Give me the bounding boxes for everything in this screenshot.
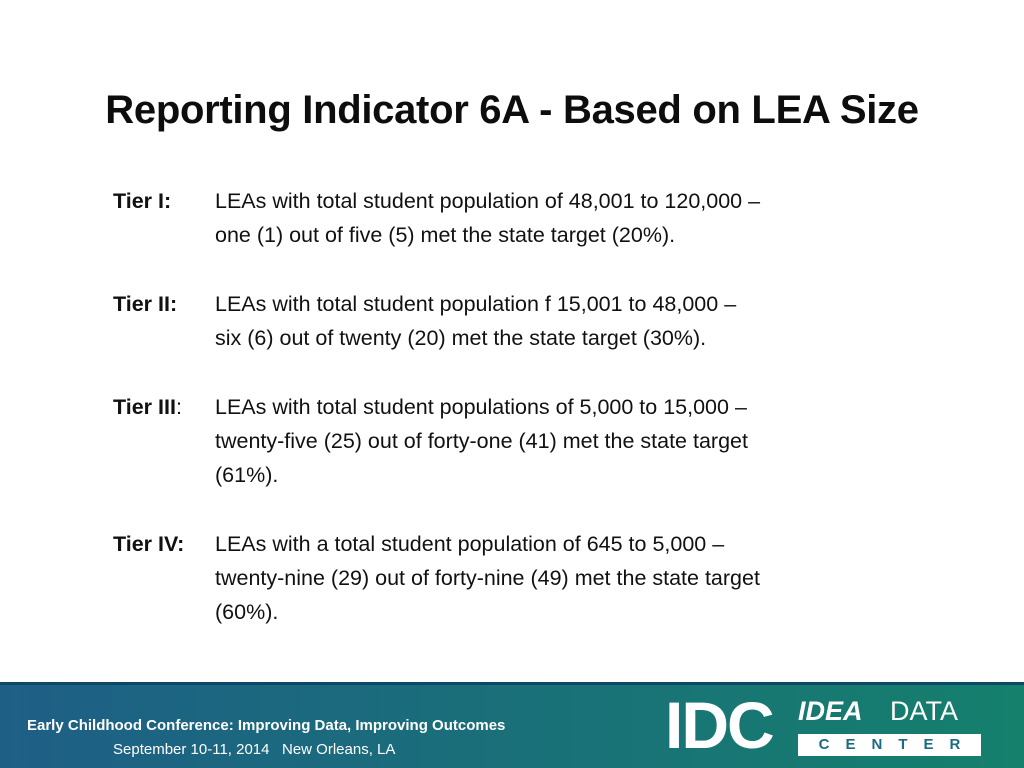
tier-4-block: Tier IV: LEAs with a total student popul… <box>113 527 913 629</box>
tier-1-label: Tier I: <box>113 189 172 213</box>
tier-4-label: Tier IV: <box>113 532 185 556</box>
tier-4-line-3: (60%). <box>215 600 279 624</box>
tier-3-line-1: LEAs with total student populations of 5… <box>215 395 747 419</box>
tier-4-line-1: LEAs with a total student population of … <box>215 532 725 556</box>
footer-banner: Early Childhood Conference: Improving Da… <box>0 682 1024 768</box>
conference-title: Early Childhood Conference: Improving Da… <box>27 717 506 734</box>
logo-word-data: DATA <box>890 696 959 726</box>
slide-title: Reporting Indicator 6A - Based on LEA Si… <box>105 88 919 132</box>
tier-2-label: Tier II: <box>113 292 178 316</box>
logo-mark: IDC <box>665 688 775 762</box>
tier-3-block: Tier III: LEAs with total student popula… <box>113 390 913 492</box>
tier-1-line-2: one (1) out of five (5) met the state ta… <box>215 223 676 247</box>
tier-2-line-1: LEAs with total student population f 15,… <box>215 292 737 316</box>
tier-1-block: Tier I: LEAs with total student populati… <box>113 184 913 252</box>
tier-3-line-2: twenty-five (25) out of forty-one (41) m… <box>215 429 748 453</box>
tier-1-line-1: LEAs with total student population of 48… <box>215 189 761 213</box>
idc-logo: IDC IDEA DATA CENTER <box>665 690 985 760</box>
logo-word-idea: IDEA <box>798 696 863 726</box>
tier-3-line-3: (61%). <box>215 463 279 487</box>
logo-word-center: CENTER <box>798 734 981 756</box>
tier-2-block: Tier II: LEAs with total student populat… <box>113 287 913 355</box>
conference-date-location: September 10-11, 2014 New Orleans, LA <box>113 741 396 758</box>
tier-4-line-2: twenty-nine (29) out of forty-nine (49) … <box>215 566 760 590</box>
tier-2-line-2: six (6) out of twenty (20) met the state… <box>215 326 707 350</box>
tier-3-label: Tier III: <box>113 395 182 419</box>
